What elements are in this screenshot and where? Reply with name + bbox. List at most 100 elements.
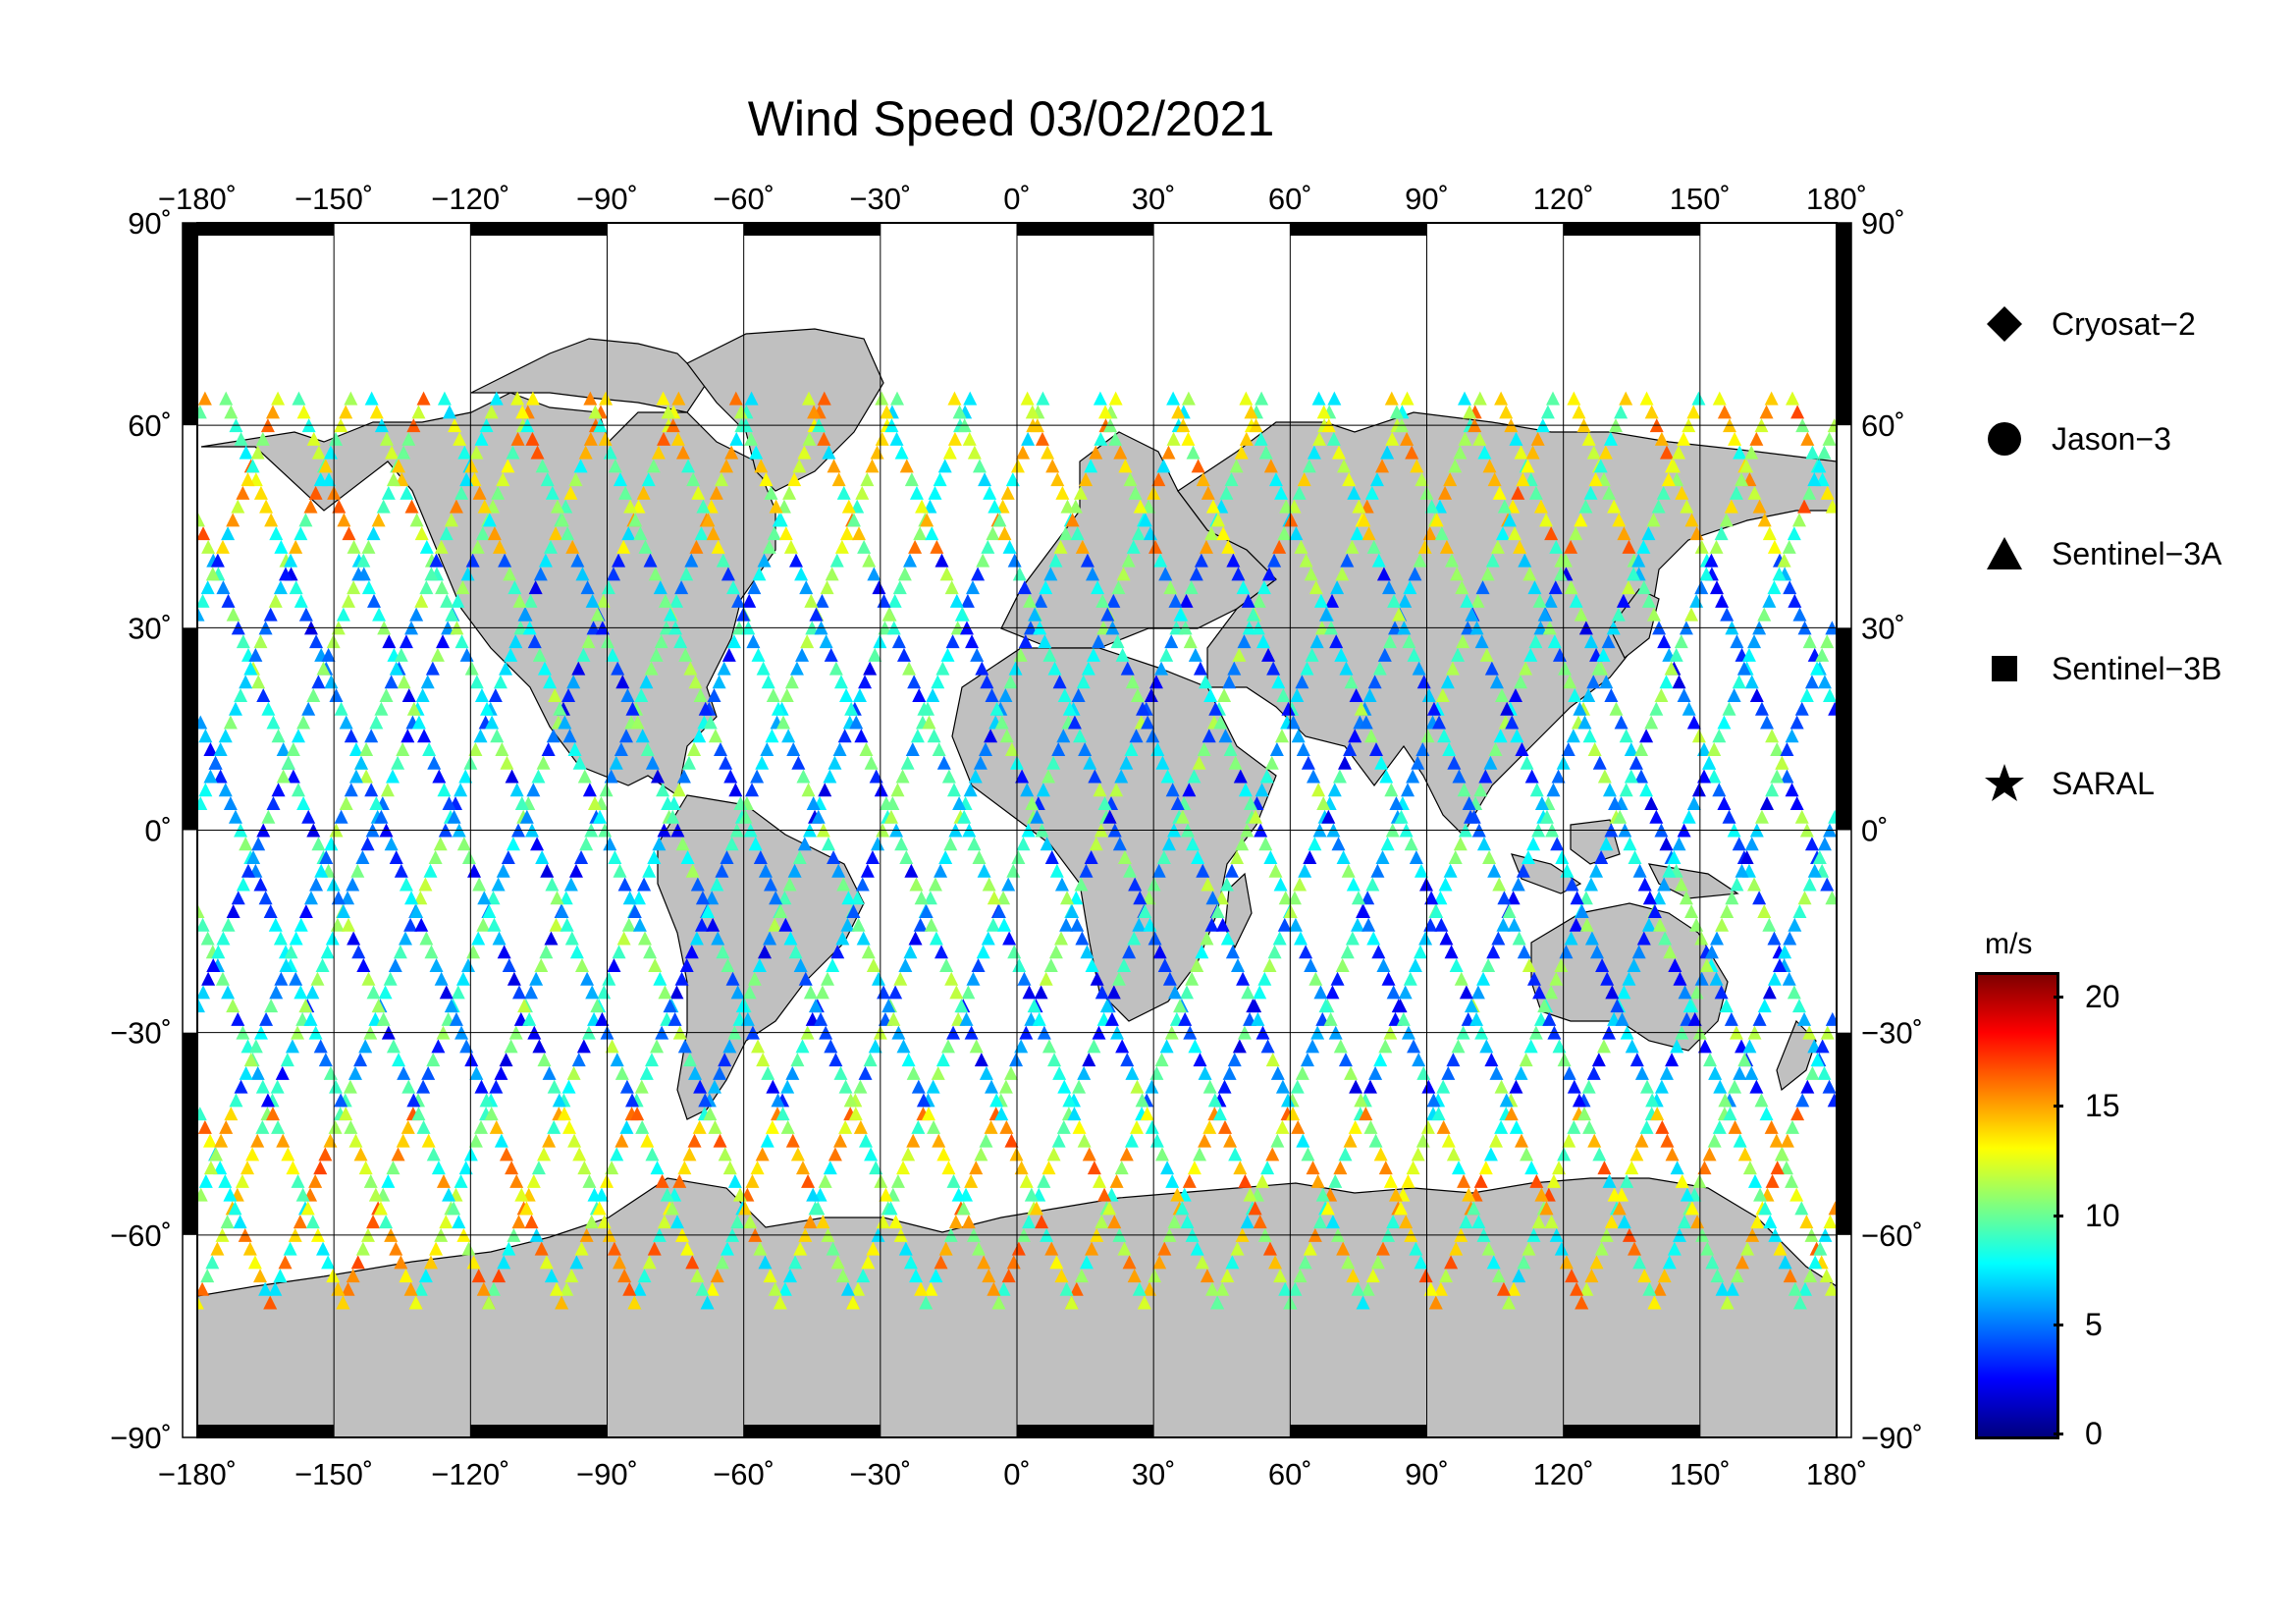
wind-marker (423, 1255, 438, 1270)
wind-marker (1414, 945, 1428, 959)
wind-marker (1000, 485, 1015, 500)
wind-marker (1049, 863, 1064, 878)
wind-marker (1333, 1039, 1348, 1054)
wind-marker (584, 1215, 599, 1229)
wind-marker (250, 445, 265, 460)
wind-marker (280, 1053, 294, 1067)
wind-marker (1315, 1187, 1330, 1202)
wind-marker (745, 783, 760, 797)
wind-marker (1462, 1187, 1476, 1202)
wind-marker (197, 985, 211, 1000)
wind-marker (1357, 513, 1371, 527)
wind-marker (449, 499, 463, 514)
wind-marker (360, 837, 375, 851)
wind-marker (1210, 1295, 1225, 1310)
wind-marker (1121, 553, 1136, 568)
wind-marker (205, 567, 220, 581)
wind-marker (707, 688, 721, 703)
wind-marker (793, 957, 808, 972)
wind-marker (1067, 715, 1082, 730)
wind-marker (401, 431, 416, 446)
wind-marker (1010, 459, 1025, 473)
wind-marker (1263, 459, 1278, 473)
wind-marker (210, 1241, 225, 1256)
wind-marker (1181, 431, 1196, 446)
wind-marker (1230, 1241, 1245, 1256)
wind-marker (1412, 1053, 1426, 1067)
wind-marker (198, 729, 213, 743)
wind-marker (908, 931, 923, 946)
wind-marker (1075, 931, 1090, 946)
wind-marker (941, 1161, 956, 1175)
wind-marker (823, 769, 837, 784)
wind-marker (786, 742, 801, 757)
wind-marker (619, 1079, 634, 1094)
wind-marker (1504, 1107, 1519, 1121)
wind-marker (1273, 877, 1288, 892)
wind-marker (685, 863, 700, 878)
wind-marker (1401, 1173, 1415, 1188)
wind-marker (989, 1093, 1004, 1108)
wind-marker (534, 1241, 549, 1256)
wind-marker (1470, 985, 1485, 1000)
wind-marker (431, 1039, 446, 1054)
wind-marker (1514, 1065, 1528, 1080)
wind-marker (1794, 701, 1809, 716)
wind-marker (271, 391, 286, 406)
wind-marker (1151, 472, 1166, 487)
wind-marker (1697, 1161, 1712, 1175)
wind-marker (1201, 877, 1215, 892)
wind-marker (602, 971, 616, 986)
wind-marker (344, 391, 358, 406)
wind-marker (1290, 1079, 1305, 1094)
wind-marker (1347, 485, 1362, 500)
wind-marker (392, 459, 406, 473)
tick-label: −60˚ (713, 182, 774, 216)
wind-marker (681, 459, 696, 473)
wind-marker (1041, 1039, 1056, 1054)
wind-marker (1714, 526, 1729, 541)
wind-marker (597, 1215, 612, 1229)
wind-marker (1589, 1255, 1604, 1270)
wind-marker (841, 891, 856, 905)
wind-marker (1785, 729, 1799, 743)
wind-marker (1316, 796, 1331, 811)
wind-marker (342, 593, 356, 608)
wind-marker (495, 742, 509, 757)
wind-marker (1375, 849, 1390, 864)
wind-marker (1258, 445, 1273, 460)
wind-marker (1443, 863, 1458, 878)
wind-marker (934, 553, 949, 568)
wind-marker (1529, 1173, 1544, 1188)
wind-marker (1289, 526, 1304, 541)
wind-marker (587, 796, 602, 811)
wind-marker (1366, 931, 1381, 946)
wind-marker (748, 837, 763, 851)
wind-marker (1733, 1133, 1747, 1148)
wind-marker (976, 945, 990, 959)
wind-marker (792, 849, 807, 864)
wind-marker (822, 445, 836, 460)
wind-marker (1782, 539, 1796, 554)
wind-marker (1110, 634, 1125, 649)
wind-marker (1634, 1133, 1649, 1148)
wind-marker (701, 513, 716, 527)
wind-marker (1368, 1065, 1383, 1080)
wind-marker (778, 917, 793, 932)
wind-marker (1805, 445, 1820, 460)
wind-marker (1762, 593, 1777, 608)
wind-marker (1790, 1107, 1805, 1121)
wind-marker (682, 755, 696, 770)
wind-marker (777, 891, 792, 905)
wind-marker (234, 688, 248, 703)
wind-marker (605, 1161, 619, 1175)
wind-marker (1523, 647, 1538, 662)
wind-marker (1236, 971, 1251, 986)
wind-marker (1797, 1011, 1812, 1026)
wind-marker (344, 729, 358, 743)
wind-marker (1333, 1161, 1348, 1175)
wind-marker (1253, 985, 1267, 1000)
wind-marker (1056, 1119, 1071, 1134)
wind-marker (1663, 945, 1678, 959)
wind-marker (1827, 1093, 1837, 1108)
